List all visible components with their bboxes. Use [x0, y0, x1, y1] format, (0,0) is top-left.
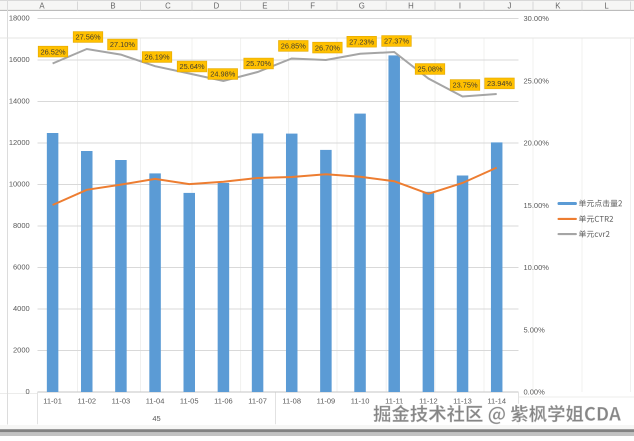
svg-text:27.56%: 27.56% [75, 33, 100, 42]
svg-text:20.00%: 20.00% [524, 139, 550, 148]
svg-text:10000: 10000 [9, 180, 30, 189]
svg-text:11-09: 11-09 [317, 396, 336, 405]
svg-text:10.00%: 10.00% [524, 263, 550, 272]
svg-text:23.75%: 23.75% [452, 81, 477, 90]
svg-text:0.00%: 0.00% [524, 388, 546, 397]
svg-text:30.00%: 30.00% [524, 14, 550, 23]
svg-text:25.08%: 25.08% [417, 65, 442, 74]
svg-text:11-12: 11-12 [419, 396, 438, 405]
svg-text:J: J [507, 1, 511, 10]
svg-text:11-03: 11-03 [112, 396, 131, 405]
svg-text:11-08: 11-08 [282, 396, 301, 405]
svg-text:0: 0 [26, 387, 30, 396]
svg-text:2000: 2000 [13, 346, 30, 355]
svg-text:F: F [310, 1, 315, 10]
svg-text:11-07: 11-07 [248, 396, 267, 405]
svg-text:11-11: 11-11 [385, 396, 403, 405]
svg-text:11-05: 11-05 [180, 396, 199, 405]
svg-text:C: C [165, 1, 171, 10]
svg-text:25.64%: 25.64% [179, 62, 204, 71]
svg-text:27.23%: 27.23% [349, 37, 374, 46]
svg-text:23.94%: 23.94% [487, 79, 512, 88]
svg-text:27.37%: 27.37% [384, 37, 409, 46]
svg-text:E: E [262, 1, 267, 10]
svg-text:6000: 6000 [13, 263, 30, 272]
svg-text:5.00%: 5.00% [524, 325, 546, 334]
svg-text:18000: 18000 [9, 14, 30, 23]
svg-text:4000: 4000 [13, 304, 30, 313]
svg-text:11-06: 11-06 [214, 396, 233, 405]
svg-text:24.98%: 24.98% [210, 70, 235, 79]
svg-text:16000: 16000 [9, 55, 30, 64]
svg-text:26.52%: 26.52% [40, 47, 65, 56]
svg-text:26.85%: 26.85% [281, 42, 306, 51]
svg-text:A: A [39, 1, 45, 10]
svg-text:26.70%: 26.70% [315, 43, 340, 52]
svg-text:25.00%: 25.00% [524, 76, 550, 85]
svg-text:11-01: 11-01 [43, 396, 62, 405]
svg-text:11-02: 11-02 [77, 396, 96, 405]
svg-text:H: H [408, 1, 414, 10]
svg-text:27.10%: 27.10% [110, 40, 135, 49]
svg-text:14000: 14000 [9, 97, 30, 106]
svg-text:I: I [459, 1, 461, 10]
svg-text:25.70%: 25.70% [246, 59, 271, 68]
svg-text:D: D [214, 1, 220, 10]
svg-text:15.00%: 15.00% [524, 201, 550, 210]
svg-text:L: L [604, 1, 609, 10]
svg-text:11-10: 11-10 [351, 396, 370, 405]
svg-text:11-14: 11-14 [487, 396, 506, 405]
svg-text:G: G [359, 1, 365, 10]
svg-text:26.19%: 26.19% [144, 53, 169, 62]
svg-text:12000: 12000 [9, 138, 30, 147]
svg-text:8000: 8000 [13, 221, 30, 230]
svg-text:11-04: 11-04 [146, 396, 165, 405]
svg-text:11-13: 11-13 [453, 396, 472, 405]
svg-text:45: 45 [152, 414, 160, 423]
svg-text:K: K [555, 1, 561, 10]
svg-text:B: B [110, 1, 115, 10]
